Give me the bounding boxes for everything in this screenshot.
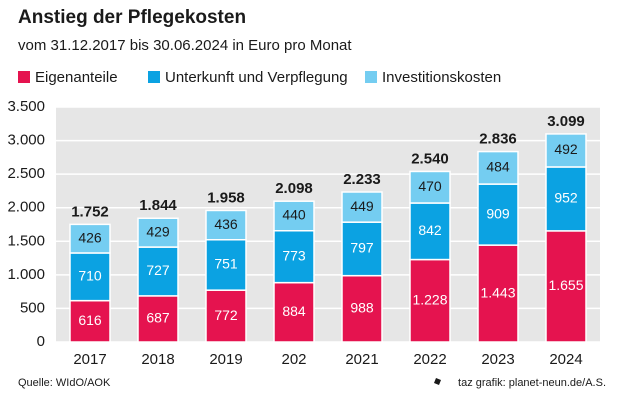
legend-swatch (148, 71, 160, 83)
segment-label: 988 (350, 300, 374, 316)
source: Quelle: WIdO/AOK (18, 377, 111, 389)
segment-label: 1.228 (412, 291, 447, 307)
y-tick-label: 2.500 (7, 165, 45, 182)
x-tick-label: 2019 (209, 351, 242, 368)
bar-segment (545, 133, 587, 168)
total-label: 2.836 (479, 131, 517, 148)
segment-label: 842 (418, 222, 442, 238)
total-label: 1.844 (139, 197, 177, 214)
bar-segment (545, 166, 587, 232)
segment-label: 909 (486, 205, 510, 221)
segment-label: 492 (554, 141, 578, 157)
y-tick-label: 3.000 (7, 132, 45, 149)
segment-label: 710 (78, 268, 102, 284)
x-tick-label: 2024 (549, 351, 582, 368)
bar-segment (205, 209, 247, 241)
segment-label: 884 (282, 303, 306, 319)
bar-segment (341, 274, 383, 343)
y-tick-label: 1.000 (7, 266, 45, 283)
bar-segment (69, 299, 111, 343)
total-label: 1.752 (71, 203, 109, 220)
segment-label: 952 (554, 190, 578, 206)
bar-segment (137, 295, 179, 343)
segment-label: 429 (146, 223, 170, 239)
total-label: 2.098 (275, 180, 313, 197)
total-label: 2.233 (343, 171, 381, 188)
segment-label: 436 (214, 216, 238, 232)
segment-label: 772 (214, 307, 238, 323)
bar-segment (477, 244, 519, 343)
bar-segment (69, 252, 111, 302)
bar-segment (545, 230, 587, 343)
x-tick-label: 2022 (413, 351, 446, 368)
total-label: 3.099 (547, 113, 585, 130)
bar-segment (409, 258, 451, 343)
total-label: 2.540 (411, 150, 449, 167)
x-tick-label: 2017 (73, 351, 106, 368)
bar-segment (477, 183, 519, 246)
y-tick-label: 500 (20, 299, 45, 316)
segment-label: 470 (418, 178, 442, 194)
bar-segment (273, 200, 315, 232)
segment-label: 1.443 (480, 284, 515, 300)
segment-label: 797 (350, 240, 374, 256)
credit-icon (434, 378, 441, 385)
segment-label: 426 (78, 229, 102, 245)
legend-swatch (18, 71, 30, 83)
x-tick-label: 202 (281, 351, 306, 368)
x-tick-label: 2023 (481, 351, 514, 368)
y-tick-label: 0 (37, 333, 45, 350)
segment-label: 616 (78, 312, 102, 328)
y-tick-label: 2.000 (7, 199, 45, 216)
segment-label: 727 (146, 262, 170, 278)
segment-label: 751 (214, 256, 238, 272)
bar-segment (273, 281, 315, 343)
y-tick-label: 1.500 (7, 232, 45, 249)
x-tick-label: 2021 (345, 351, 378, 368)
bar-segment (409, 170, 451, 204)
bar-segment (137, 217, 179, 248)
bar-segment (341, 191, 383, 223)
bar-segment (69, 223, 111, 254)
segment-label: 687 (146, 310, 170, 326)
total-label: 1.958 (207, 189, 245, 206)
y-tick-label: 3.500 (7, 98, 45, 115)
bar-segment (137, 246, 179, 297)
segment-label: 773 (282, 247, 306, 263)
legend-label: Investitionskosten (382, 69, 501, 86)
segment-label: 440 (282, 207, 306, 223)
legend-label: Unterkunft und Verpflegung (165, 69, 348, 86)
chart-subtitle: vom 31.12.2017 bis 30.06.2024 in Euro pr… (18, 37, 352, 54)
x-tick-label: 2018 (141, 351, 174, 368)
bar-segment (477, 150, 519, 185)
credit: taz grafik: planet-neun.de/A.S. (458, 377, 606, 389)
segment-label: 449 (350, 198, 374, 214)
legend-label: Eigenanteile (35, 69, 118, 86)
segment-label: 484 (486, 159, 510, 175)
legend-swatch (365, 71, 377, 83)
chart-title: Anstieg der Pflegekosten (18, 7, 246, 28)
segment-label: 1.655 (548, 277, 583, 293)
